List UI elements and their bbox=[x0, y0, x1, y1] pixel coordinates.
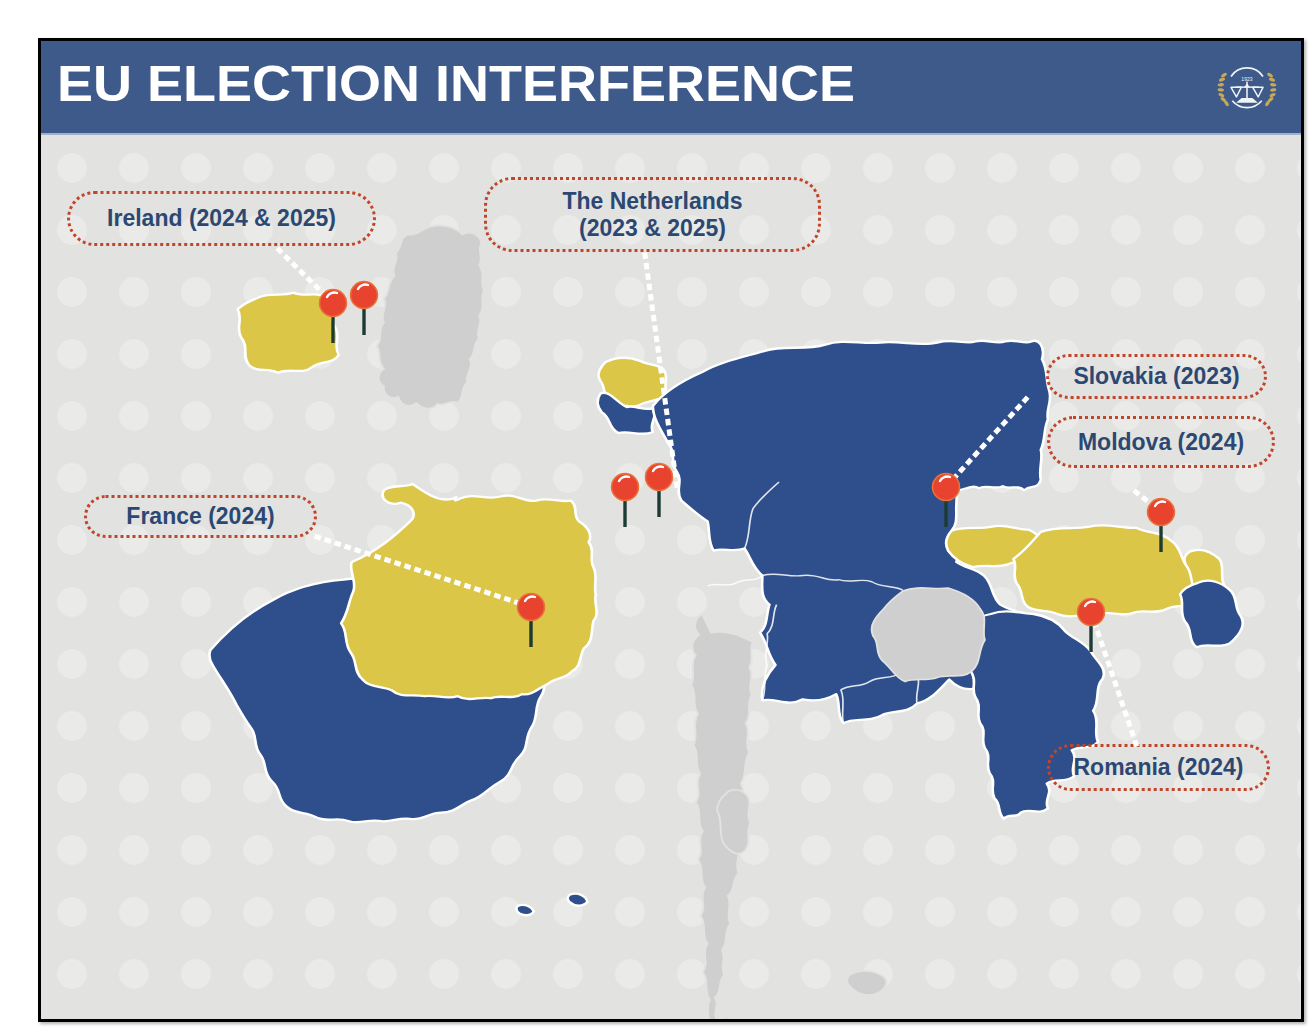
svg-text:1923: 1923 bbox=[1241, 76, 1253, 82]
